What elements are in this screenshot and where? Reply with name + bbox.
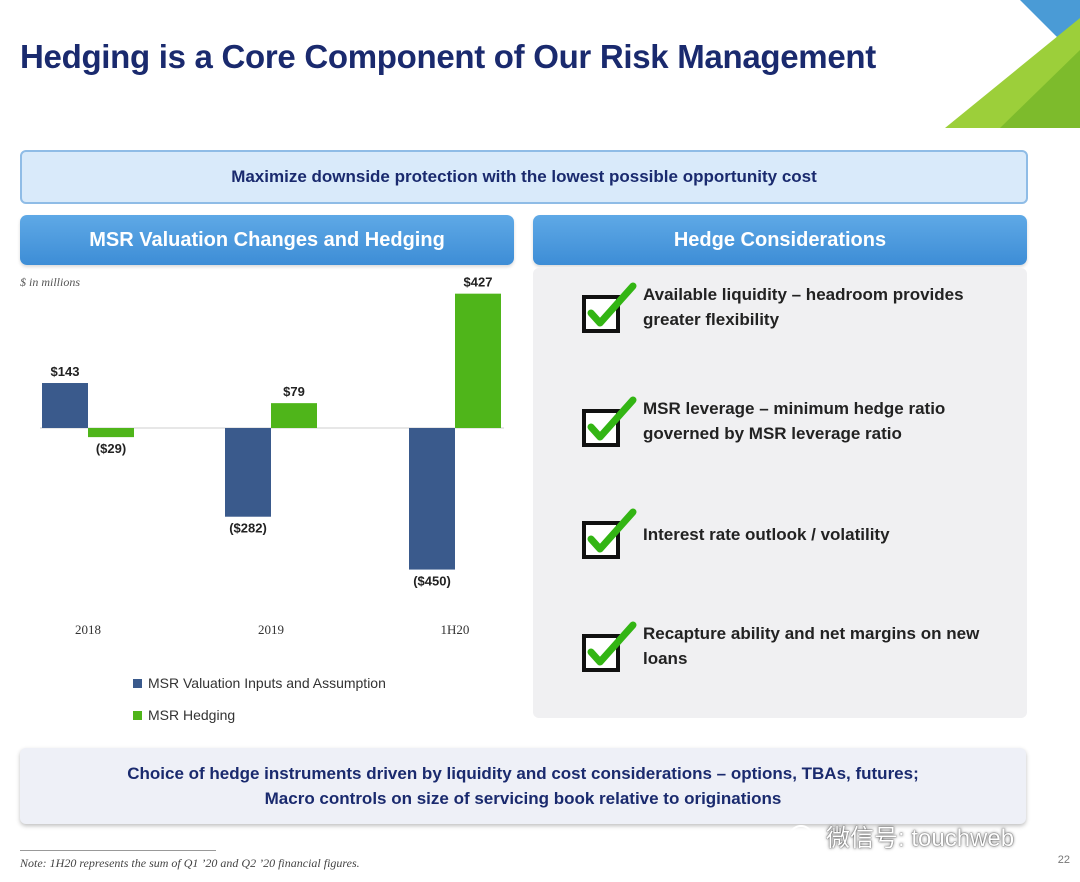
bar-hedging-1H20 — [455, 293, 501, 428]
check-box-icon — [582, 508, 637, 559]
x-tick-label: 2019 — [258, 622, 284, 637]
legend-label-valuation: MSR Valuation Inputs and Assumption — [148, 675, 386, 691]
bar-valuation-2019 — [225, 428, 271, 517]
consideration-text: Recapture ability and net margins on new… — [643, 624, 980, 668]
consideration-item: Interest rate outlook / volatility — [581, 508, 1013, 564]
callout-line-1: Choice of hedge instruments driven by li… — [127, 764, 919, 783]
watermark: 微信号: touchweb — [790, 818, 1014, 853]
msr-bar-chart: $143 ($282) ($450) ($29) $79 $427 2018 2019 1H20 — [40, 275, 504, 637]
consideration-text: Available liquidity – headroom provides … — [643, 285, 964, 329]
hedge-considerations-panel: Available liquidity – headroom provides … — [533, 268, 1027, 718]
consideration-item: MSR leverage – minimum hedge ratio gover… — [581, 396, 1013, 452]
consideration-item: Recapture ability and net margins on new… — [581, 621, 1013, 677]
bar-hedging-2018 — [88, 428, 134, 438]
data-label: $79 — [283, 384, 305, 399]
msr-panel-header: MSR Valuation Changes and Hedging — [20, 215, 514, 265]
data-label: $427 — [464, 275, 493, 290]
corner-decoration — [945, 0, 1080, 128]
check-box-icon — [582, 396, 637, 447]
objective-banner: Maximize downside protection with the lo… — [20, 150, 1028, 204]
wechat-icon — [790, 824, 819, 845]
consideration-item: Available liquidity – headroom provides … — [581, 282, 1013, 338]
check-box-icon — [582, 621, 637, 672]
hedge-instruments-callout: Choice of hedge instruments driven by li… — [20, 748, 1026, 824]
legend-swatch-valuation — [133, 678, 142, 688]
legend-label-hedging: MSR Hedging — [148, 707, 236, 723]
note-divider — [20, 850, 216, 851]
consideration-text: Interest rate outlook / volatility — [643, 525, 890, 544]
check-box-icon — [582, 282, 637, 333]
bar-hedging-2019 — [271, 403, 317, 428]
data-label: $143 — [51, 364, 80, 379]
page-title: Hedging is a Core Component of Our Risk … — [20, 38, 876, 75]
x-tick-label: 2018 — [75, 622, 101, 637]
bar-valuation-2018 — [42, 383, 88, 428]
consideration-text: MSR leverage – minimum hedge ratio gover… — [643, 399, 946, 443]
legend-swatch-hedging — [133, 710, 142, 720]
data-label: ($29) — [96, 441, 126, 456]
bar-valuation-1H20 — [409, 428, 455, 570]
legend-item-hedging: MSR Hedging — [133, 707, 235, 723]
data-label: ($450) — [413, 574, 451, 589]
footnote: Note: 1H20 represents the sum of Q1 ’20 … — [20, 856, 360, 870]
legend-item-valuation: MSR Valuation Inputs and Assumption — [133, 675, 386, 691]
units-label: $ in millions — [20, 275, 81, 289]
x-tick-label: 1H20 — [441, 622, 470, 637]
hedge-panel-header: Hedge Considerations — [533, 215, 1027, 265]
watermark-text: 微信号: touchweb — [826, 825, 1015, 852]
page-number: 22 — [1057, 854, 1070, 866]
data-label: ($282) — [229, 521, 267, 536]
callout-line-2: Macro controls on size of servicing book… — [264, 789, 782, 808]
